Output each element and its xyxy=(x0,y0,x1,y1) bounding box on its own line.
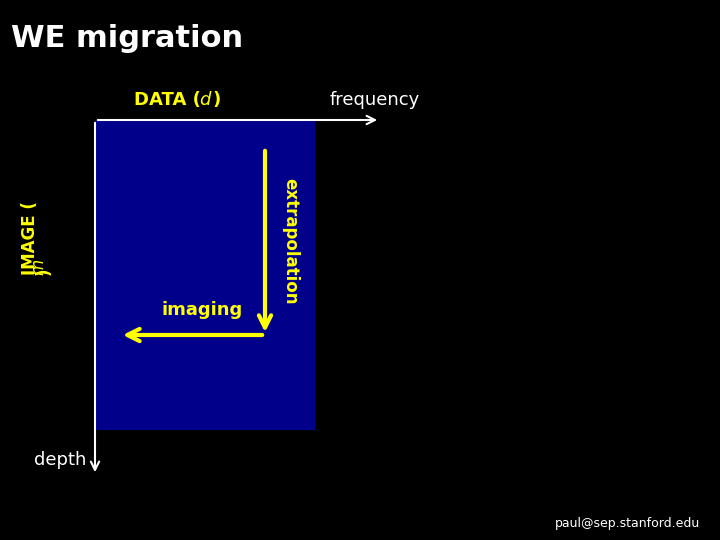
Text: frequency: frequency xyxy=(330,91,420,109)
Text: WE migration: WE migration xyxy=(11,24,243,53)
Text: d: d xyxy=(199,91,211,109)
Text: ): ) xyxy=(35,267,53,275)
Text: m: m xyxy=(29,259,47,275)
Bar xyxy=(95,120,315,430)
Text: ): ) xyxy=(213,91,221,109)
Text: depth: depth xyxy=(34,451,86,469)
Text: IMAGE (: IMAGE ( xyxy=(21,201,39,275)
Text: DATA (: DATA ( xyxy=(135,91,205,109)
Text: extrapolation: extrapolation xyxy=(281,178,299,304)
Text: imaging: imaging xyxy=(161,301,243,319)
Text: paul@sep.stanford.edu: paul@sep.stanford.edu xyxy=(554,517,700,530)
